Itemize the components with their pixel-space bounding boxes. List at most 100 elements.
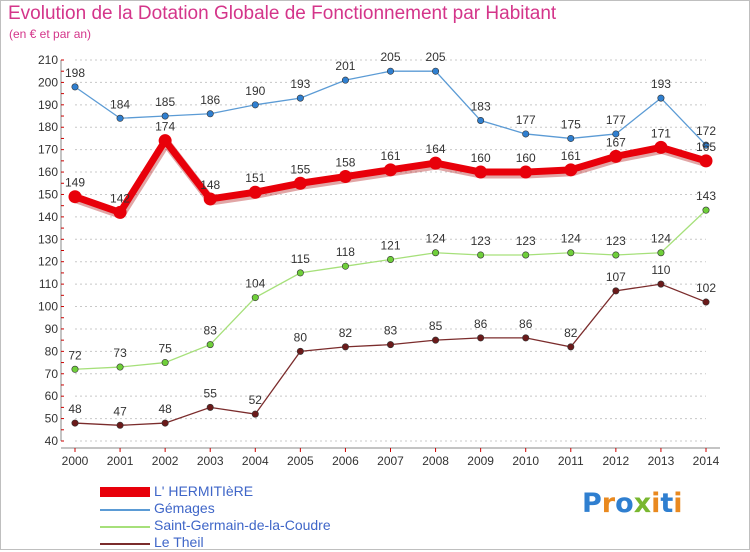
data-point xyxy=(296,347,304,355)
data-point xyxy=(609,149,623,163)
data-label: 80 xyxy=(294,330,308,344)
y-tick-label: 200 xyxy=(38,75,58,89)
data-label: 121 xyxy=(380,238,400,252)
data-point xyxy=(386,255,394,263)
data-point xyxy=(477,334,485,342)
chart-title: Evolution de la Dotation Globale de Fonc… xyxy=(8,3,557,24)
data-point xyxy=(657,280,665,288)
data-label: 124 xyxy=(561,232,581,246)
y-tick-label: 160 xyxy=(38,165,58,179)
data-label: 115 xyxy=(291,252,310,266)
data-point xyxy=(341,76,349,84)
data-label: 164 xyxy=(426,142,446,156)
data-point xyxy=(654,140,668,154)
data-label: 174 xyxy=(155,120,175,134)
data-label: 52 xyxy=(249,393,263,407)
data-point xyxy=(567,343,575,351)
x-tick-label: 2004 xyxy=(242,454,269,468)
data-label: 148 xyxy=(200,178,220,192)
data-point xyxy=(251,101,259,109)
data-point xyxy=(116,363,124,371)
data-label: 177 xyxy=(606,113,626,127)
data-label: 55 xyxy=(204,386,218,400)
data-point xyxy=(564,163,578,177)
data-label: 75 xyxy=(158,342,172,356)
data-point xyxy=(522,251,530,259)
data-label: 184 xyxy=(110,97,130,111)
y-tick-label: 40 xyxy=(45,434,59,448)
x-tick-label: 2011 xyxy=(558,454,584,468)
data-point xyxy=(432,336,440,344)
chart-subtitle: (en € et par an) xyxy=(9,27,92,41)
data-point xyxy=(386,67,394,75)
data-label: 205 xyxy=(380,50,400,64)
x-tick-label: 2012 xyxy=(603,454,630,468)
data-label: 186 xyxy=(200,93,220,107)
data-point xyxy=(161,419,169,427)
data-label: 86 xyxy=(474,317,488,331)
data-label: 149 xyxy=(65,176,85,190)
logo-letter: o xyxy=(615,488,634,519)
data-point xyxy=(203,192,217,206)
data-label: 142 xyxy=(110,191,130,205)
y-tick-label: 120 xyxy=(38,255,58,269)
legend-swatch xyxy=(100,487,150,497)
data-label: 158 xyxy=(335,156,355,170)
data-point xyxy=(612,251,620,259)
y-tick-label: 50 xyxy=(45,412,59,426)
data-label: 123 xyxy=(471,234,491,248)
data-point xyxy=(702,141,710,149)
y-tick-label: 80 xyxy=(45,344,59,358)
data-label: 86 xyxy=(519,317,533,331)
data-label: 183 xyxy=(471,100,491,114)
data-label: 160 xyxy=(471,151,491,165)
data-label: 165 xyxy=(696,140,716,154)
data-label: 160 xyxy=(516,151,536,165)
x-tick-label: 2001 xyxy=(107,454,134,468)
data-point xyxy=(522,334,530,342)
data-label: 201 xyxy=(335,59,355,73)
x-tick-label: 2003 xyxy=(197,454,224,468)
data-point xyxy=(116,421,124,429)
data-label: 205 xyxy=(426,50,446,64)
y-tick-label: 70 xyxy=(45,367,59,381)
data-point xyxy=(338,170,352,184)
data-label: 172 xyxy=(696,124,716,138)
logo-letter: i xyxy=(673,488,683,519)
x-tick-label: 2014 xyxy=(693,454,720,468)
data-label: 185 xyxy=(155,95,175,109)
data-label: 48 xyxy=(68,402,82,416)
data-point xyxy=(429,156,443,170)
logo-letter: P xyxy=(582,488,602,519)
data-point xyxy=(251,294,259,302)
data-label: 83 xyxy=(204,324,218,338)
y-tick-label: 100 xyxy=(38,300,58,314)
data-label: 171 xyxy=(651,126,671,140)
y-tick-label: 130 xyxy=(38,232,58,246)
logo-letter: r xyxy=(601,488,616,519)
data-point xyxy=(702,206,710,214)
data-label: 198 xyxy=(65,66,85,80)
data-label: 73 xyxy=(113,346,127,360)
data-label: 167 xyxy=(606,135,626,149)
data-label: 193 xyxy=(651,77,671,91)
y-tick-label: 210 xyxy=(38,53,58,67)
legend-label: L' HERMITIèRE xyxy=(154,483,254,499)
data-point xyxy=(567,249,575,257)
x-tick-label: 2000 xyxy=(62,454,89,468)
data-point xyxy=(519,165,533,179)
data-label: 161 xyxy=(380,149,400,163)
data-point xyxy=(384,163,397,177)
data-label: 190 xyxy=(245,84,265,98)
data-label: 72 xyxy=(68,348,82,362)
x-tick-label: 2008 xyxy=(422,454,449,468)
legend-label: Saint-Germain-de-la-Coudre xyxy=(154,517,331,533)
data-label: 118 xyxy=(336,245,355,259)
data-label: 124 xyxy=(426,232,446,246)
data-point xyxy=(657,249,665,257)
x-tick-label: 2002 xyxy=(152,454,179,468)
x-tick-label: 2010 xyxy=(512,454,539,468)
data-point xyxy=(522,130,530,138)
legend-swatch xyxy=(100,509,150,511)
